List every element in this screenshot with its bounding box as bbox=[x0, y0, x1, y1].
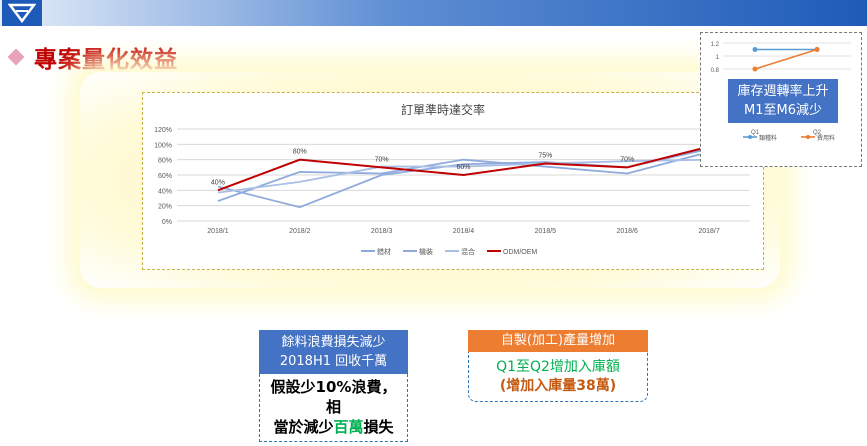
brand-logo-icon bbox=[8, 3, 36, 23]
diamond-bullet-icon bbox=[7, 48, 25, 66]
callout-line-1: 庫存週轉率上升 bbox=[737, 84, 829, 99]
series-line-ODM/OEM bbox=[217, 145, 710, 192]
brand-logo bbox=[2, 0, 42, 26]
inventory-turnover-callout: 庫存週轉率上升 M1至M6減少 bbox=[728, 79, 838, 123]
production-increase-body: Q1至Q2增加入庫額 (增加入庫量38萬) bbox=[468, 352, 648, 402]
inset-y-tick: 1.2 bbox=[711, 42, 720, 48]
production-body-line-2: (增加入庫量38萬) bbox=[499, 378, 617, 394]
series-line-機裝 bbox=[217, 148, 710, 209]
y-tick-label: 40% bbox=[158, 188, 172, 195]
x-tick-label: 2018/2 bbox=[289, 228, 311, 235]
production-body-line-1: Q1至Q2增加入庫額 bbox=[496, 359, 620, 375]
inset-series-line bbox=[754, 48, 818, 70]
legend-label: ODM/OEM bbox=[503, 249, 537, 256]
inset-x-label: Q2 bbox=[813, 130, 822, 136]
chart-title: 訂單準時達交率 bbox=[401, 102, 485, 117]
data-label: 40% bbox=[211, 179, 225, 186]
inset-point bbox=[814, 47, 820, 52]
series-line-混合 bbox=[217, 158, 710, 194]
y-tick-label: 60% bbox=[158, 173, 172, 180]
series-line-錯材 bbox=[217, 151, 710, 202]
scrap-body-highlight: 百萬 bbox=[333, 418, 364, 436]
data-label: 75% bbox=[538, 153, 552, 160]
y-tick-label: 0% bbox=[162, 219, 172, 226]
data-label: 60% bbox=[456, 164, 470, 171]
scrap-reduction-box: 餘料浪費損失減少 2018H1 回收千萬 假設少10%浪費，相 當於減少百萬損失 bbox=[259, 330, 408, 442]
inset-legend-marker bbox=[748, 135, 752, 139]
y-tick-label: 100% bbox=[154, 142, 172, 149]
legend-label: 機裝 bbox=[419, 247, 433, 256]
production-increase-box: 自製(加工)產量增加 Q1至Q2增加入庫額 (增加入庫量38萬) bbox=[468, 330, 648, 402]
inset-legend-label: 費用料 bbox=[817, 134, 835, 142]
scrap-body-text-a: 當於減少 bbox=[273, 418, 334, 436]
inset-point bbox=[752, 47, 758, 52]
inventory-turnover-chart-svg: 1.2 1 0.8 Q1 Q2 類種料 費用料 bbox=[711, 42, 851, 142]
data-label: 80% bbox=[293, 149, 307, 156]
inset-x-label: Q1 bbox=[751, 130, 760, 136]
inset-point bbox=[752, 66, 758, 72]
x-tick-label: 2018/4 bbox=[453, 228, 475, 235]
production-increase-header: 自製(加工)產量增加 bbox=[468, 330, 648, 352]
scrap-body-text-c: 損失 bbox=[363, 418, 394, 436]
x-tick-label: 2018/1 bbox=[207, 228, 229, 235]
legend-label: 錯材 bbox=[377, 247, 391, 256]
inset-legend-label: 類種料 bbox=[759, 134, 777, 142]
x-tick-label: 2018/5 bbox=[535, 228, 557, 235]
top-banner bbox=[0, 0, 867, 26]
inset-y-tick: 1 bbox=[716, 55, 720, 61]
callout-line-2: M1至M6減少 bbox=[744, 103, 822, 118]
scrap-reduction-header: 餘料浪費損失減少 2018H1 回收千萬 bbox=[259, 330, 408, 374]
scrap-header-line-2: 2018H1 回收千萬 bbox=[279, 354, 388, 369]
legend-label: 混合 bbox=[461, 247, 475, 256]
y-tick-label: 120% bbox=[154, 127, 172, 134]
y-tick-label: 80% bbox=[158, 158, 172, 165]
y-tick-label: 20% bbox=[158, 204, 172, 211]
on-time-delivery-chart-svg: 訂單準時達交率 120% 100% 80% 60% 40% 20% 0% 2018/1 201… bbox=[154, 102, 750, 256]
page-title-row: 專案量化效益 bbox=[6, 40, 178, 74]
x-tick-label: 2018/3 bbox=[371, 228, 393, 235]
inset-legend-marker bbox=[806, 135, 810, 139]
scrap-reduction-body: 假設少10%浪費，相 當於減少百萬損失 bbox=[259, 374, 408, 442]
scrap-header-line-1: 餘料浪費損失減少 bbox=[281, 335, 386, 350]
data-label: 70% bbox=[375, 156, 389, 163]
on-time-delivery-chart: 訂單準時達交率 120% 100% 80% 60% 40% 20% 0% 2018/1 201… bbox=[142, 92, 764, 270]
x-tick-label: 2018/6 bbox=[617, 228, 639, 235]
data-label: 70% bbox=[620, 156, 634, 163]
x-tick-label: 2018/7 bbox=[698, 228, 720, 235]
scrap-body-line-1: 假設少10%浪費，相 bbox=[270, 378, 397, 416]
page-title: 專案量化效益 bbox=[34, 47, 178, 73]
inset-y-tick: 0.8 bbox=[711, 68, 720, 74]
scrap-body-line-2: 當於減少百萬損失 bbox=[264, 417, 403, 437]
